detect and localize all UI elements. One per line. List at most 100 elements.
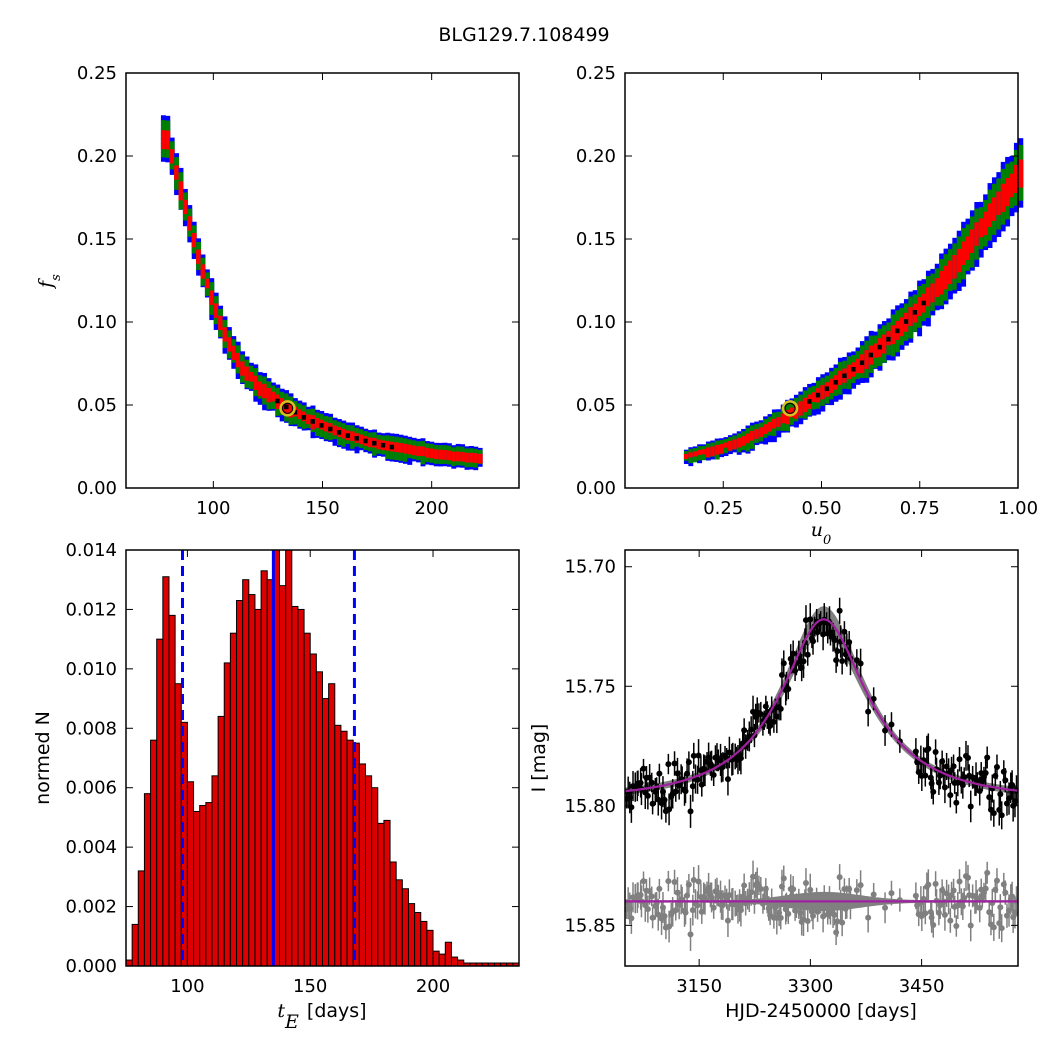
histogram-bar [217,715,225,967]
density-cell [222,327,228,333]
density-cell [226,346,232,352]
density-cell [1000,210,1006,216]
density-cell [991,206,997,212]
residual-point [993,877,1000,884]
data-point [648,779,655,786]
density-cell [332,440,338,446]
density-cell [903,340,909,346]
density-cell [266,392,272,398]
density-cell [917,306,923,312]
residual-point [941,911,948,918]
residual-point [846,886,853,893]
density-cell [244,371,250,377]
density-cell [1018,177,1024,184]
density-cell [165,157,171,163]
density-cell [710,454,716,460]
density-cell [389,444,395,450]
density-cell [947,253,953,259]
density-cell [1005,182,1011,188]
density-cell [824,398,830,404]
density-cell [460,446,466,452]
histogram-bar [420,920,428,967]
y-tick-label: 0.10 [77,312,117,333]
density-cell [213,292,219,298]
y-tick-label: 0.25 [77,63,117,84]
density-cell [991,237,997,243]
density-cell [974,208,980,214]
density-cell [961,269,967,275]
density-cell [1000,219,1006,225]
density-cell [705,447,711,453]
density-cell [969,225,975,231]
density-cell [1013,195,1019,202]
density-cell [996,209,1002,216]
histogram-bar [383,819,391,967]
residual-point [785,910,792,917]
density-cell [956,273,962,279]
density-cell [275,410,281,416]
density-cell [306,419,312,425]
density-cell [284,416,290,422]
data-point [710,771,717,778]
density-cell [969,210,975,216]
density-cell [455,460,461,466]
data-point [777,705,784,712]
data-point [836,607,843,614]
density-cell [345,438,351,444]
data-point [997,791,1004,798]
density-cell [815,392,821,398]
density-cell [864,340,870,346]
residual-point [853,887,860,894]
density-cell [275,398,281,404]
density-cell [310,424,316,430]
density-cell [859,360,865,366]
histogram-bar [346,739,354,967]
density-cell [1005,205,1011,211]
density-cell [763,424,769,430]
density-cell [903,303,909,309]
density-cell [727,441,733,447]
density-cell [912,299,918,305]
density-cell [235,345,241,351]
density-cell [974,249,980,256]
density-cell [1013,164,1019,170]
x-tick-label: 1.00 [998,498,1038,519]
y-tick-label: 0.25 [576,63,616,84]
residual-point [1009,893,1016,900]
density-cell [336,427,342,433]
density-cell [802,390,808,396]
density-cell [178,204,184,210]
density-cell [987,203,993,209]
data-point [956,756,963,763]
density-cell [983,225,989,231]
density-cell [983,244,989,251]
density-cell [416,446,422,452]
density-cell [310,405,316,411]
residual-point [836,874,843,881]
histogram-bar [186,781,195,967]
density-cell [1013,183,1019,189]
histogram-bar [407,903,416,967]
histogram-bar [193,810,201,967]
y-tick-label: 15.85 [564,915,616,936]
density-cell [895,337,901,344]
density-cell [306,423,312,429]
residual-point [967,922,974,929]
density-cell [829,371,835,377]
density-cell [974,201,980,208]
residual-point [932,880,939,887]
density-cell [987,242,993,249]
density-cell [908,316,914,322]
residual-point [726,892,733,899]
density-cell [1000,188,1006,194]
density-cell [855,368,861,374]
density-cell [253,364,259,370]
density-cell [182,188,188,195]
density-cell [460,451,466,457]
density-cell [477,458,483,464]
density-cell [394,454,400,461]
density-cell [1009,173,1015,179]
density-cell [1013,142,1019,148]
density-cell [833,372,839,378]
density-cell [991,215,997,221]
